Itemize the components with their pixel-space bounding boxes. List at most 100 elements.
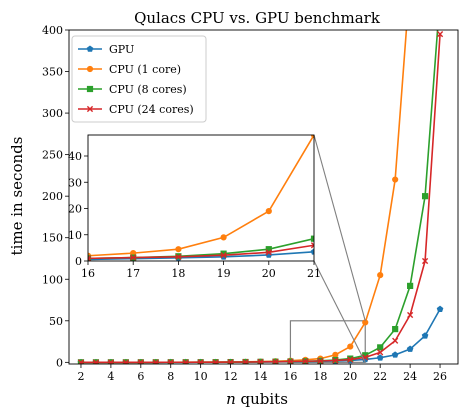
data-point-cpu-8-cores — [377, 344, 384, 351]
zoom-region-box — [289, 320, 366, 363]
y-tick-label: 250 — [42, 149, 63, 162]
legend-label-gpu: GPU — [109, 43, 134, 56]
series-group — [77, 30, 444, 364]
y-tick-label: 200 — [42, 190, 63, 203]
data-point-gpu — [436, 305, 444, 312]
inset-y-tick-label: 0 — [75, 255, 82, 268]
inset-series-group — [88, 135, 314, 261]
inset-data-point-cpu-24-cores — [88, 255, 92, 261]
inset-data-point-cpu-1-core — [175, 246, 182, 253]
legend-label-cpu-8-cores: CPU (8 cores) — [109, 83, 187, 96]
inset-x-tick-label: 17 — [126, 267, 140, 280]
data-point-cpu-24-cores — [392, 337, 399, 344]
legend-marker-cpu-1-core — [86, 65, 94, 73]
x-axis-title-text: qubits — [236, 390, 288, 408]
data-point-cpu-24-cores — [347, 356, 354, 363]
data-point-gpu — [376, 354, 384, 361]
x-tick-label: 24 — [403, 370, 417, 383]
data-point-cpu-24-cores — [152, 359, 159, 364]
data-point-cpu-24-cores — [377, 349, 384, 356]
data-point-cpu-24-cores — [92, 359, 100, 364]
y-tick-label: 300 — [42, 107, 63, 120]
plot-frame — [68, 29, 459, 365]
x-tick-label: 8 — [167, 370, 174, 383]
data-point-cpu-8-cores — [421, 193, 429, 200]
legend-marker-cpu-8-cores — [86, 85, 94, 93]
y-tick-label: 100 — [42, 273, 63, 286]
data-point-cpu-1-core — [392, 176, 399, 183]
legend-box — [71, 35, 207, 123]
data-point-cpu-24-cores — [317, 357, 324, 364]
y-tick-label: 0 — [56, 356, 63, 369]
zoom-connector-line — [313, 134, 366, 321]
inset-data-point-cpu-24-cores — [265, 249, 272, 256]
data-point-cpu-24-cores — [107, 359, 114, 364]
x-axis-title-variable: n — [226, 390, 236, 408]
y-tick-label: 400 — [42, 24, 63, 37]
data-point-cpu-24-cores — [407, 311, 414, 319]
legend-label-cpu-1-core: CPU (1 core) — [109, 63, 181, 76]
data-point-cpu-1-core — [332, 351, 339, 358]
inset-y-tick-label: 30 — [68, 176, 82, 189]
data-point-cpu-24-cores — [272, 358, 279, 364]
x-tick-label: 26 — [433, 370, 447, 383]
data-point-cpu-24-cores — [77, 359, 85, 364]
inset-x-tick-label: 19 — [217, 267, 231, 280]
inset-series-line-gpu — [88, 251, 314, 261]
inset-series-line-cpu-24-cores — [88, 244, 314, 260]
x-tick-label: 4 — [107, 370, 114, 383]
inset-data-point-cpu-24-cores — [175, 253, 182, 260]
y-axis-title: time in seconds — [8, 137, 26, 256]
inset-series-line-cpu-1-core — [88, 135, 314, 257]
data-point-cpu-1-core — [347, 343, 354, 350]
inset-plot-area: 16 17 18 19 20 21 0 10 20 30 40 — [68, 134, 366, 363]
data-point-cpu-24-cores — [421, 257, 429, 265]
inset-y-tick-label: 10 — [68, 229, 82, 242]
x-tick-label: 18 — [313, 370, 327, 383]
y-tick-label: 50 — [49, 315, 63, 328]
y-tick-label: 350 — [42, 66, 63, 79]
x-tick-label: 22 — [373, 370, 387, 383]
data-point-cpu-8-cores — [407, 282, 414, 290]
data-point-cpu-24-cores — [332, 357, 339, 364]
data-point-cpu-24-cores — [122, 359, 129, 364]
data-point-cpu-24-cores — [287, 358, 294, 364]
legend: GPU CPU (1 core) CPU (8 cores) CPU (24 core… — [71, 35, 207, 123]
inset-data-point-cpu-8-cores — [220, 250, 227, 257]
data-point-gpu — [391, 351, 399, 358]
x-tick-label: 6 — [137, 370, 144, 383]
inset-data-point-cpu-1-core — [265, 208, 272, 215]
data-point-gpu — [421, 332, 429, 339]
inset-x-tick-label: 18 — [171, 267, 185, 280]
legend-label-cpu-24-cores: CPU (24 cores) — [109, 103, 194, 116]
inset-y-tick-label: 20 — [68, 203, 82, 216]
x-tick-label: 20 — [343, 370, 357, 383]
legend-marker-cpu-24-cores — [86, 105, 94, 113]
inset-y-tick-label: 40 — [68, 150, 82, 163]
inset-data-point-cpu-1-core — [220, 234, 227, 241]
legend-marker-gpu — [86, 45, 94, 52]
data-point-cpu-24-cores — [137, 359, 144, 364]
inset-x-tick-label: 21 — [307, 267, 321, 280]
inset-x-tick-label: 20 — [262, 267, 276, 280]
y-tick-label: 150 — [42, 232, 63, 245]
main-plot-area: 2 4 6 8 10 12 14 16 18 20 22 24 26050100150200250300… — [42, 24, 459, 383]
data-point-cpu-24-cores — [436, 31, 444, 38]
inset-x-tick-label: 16 — [81, 267, 95, 280]
x-tick-label: 10 — [194, 370, 208, 383]
x-tick-label: 16 — [283, 370, 297, 383]
zoom-connector-line — [313, 260, 366, 363]
series-line-gpu — [80, 308, 441, 364]
chart-title: Qulacs CPU vs. GPU benchmark — [134, 9, 381, 27]
x-tick-label: 2 — [77, 370, 84, 383]
inset-data-point-gpu — [310, 248, 314, 255]
inset-data-point-cpu-24-cores — [220, 252, 227, 259]
data-point-cpu-24-cores — [302, 358, 309, 364]
inset-frame — [87, 134, 315, 262]
data-point-gpu — [406, 345, 414, 352]
inset-data-point-cpu-24-cores — [310, 242, 314, 249]
data-point-cpu-8-cores — [392, 326, 399, 333]
inset-data-point-cpu-24-cores — [130, 254, 137, 261]
